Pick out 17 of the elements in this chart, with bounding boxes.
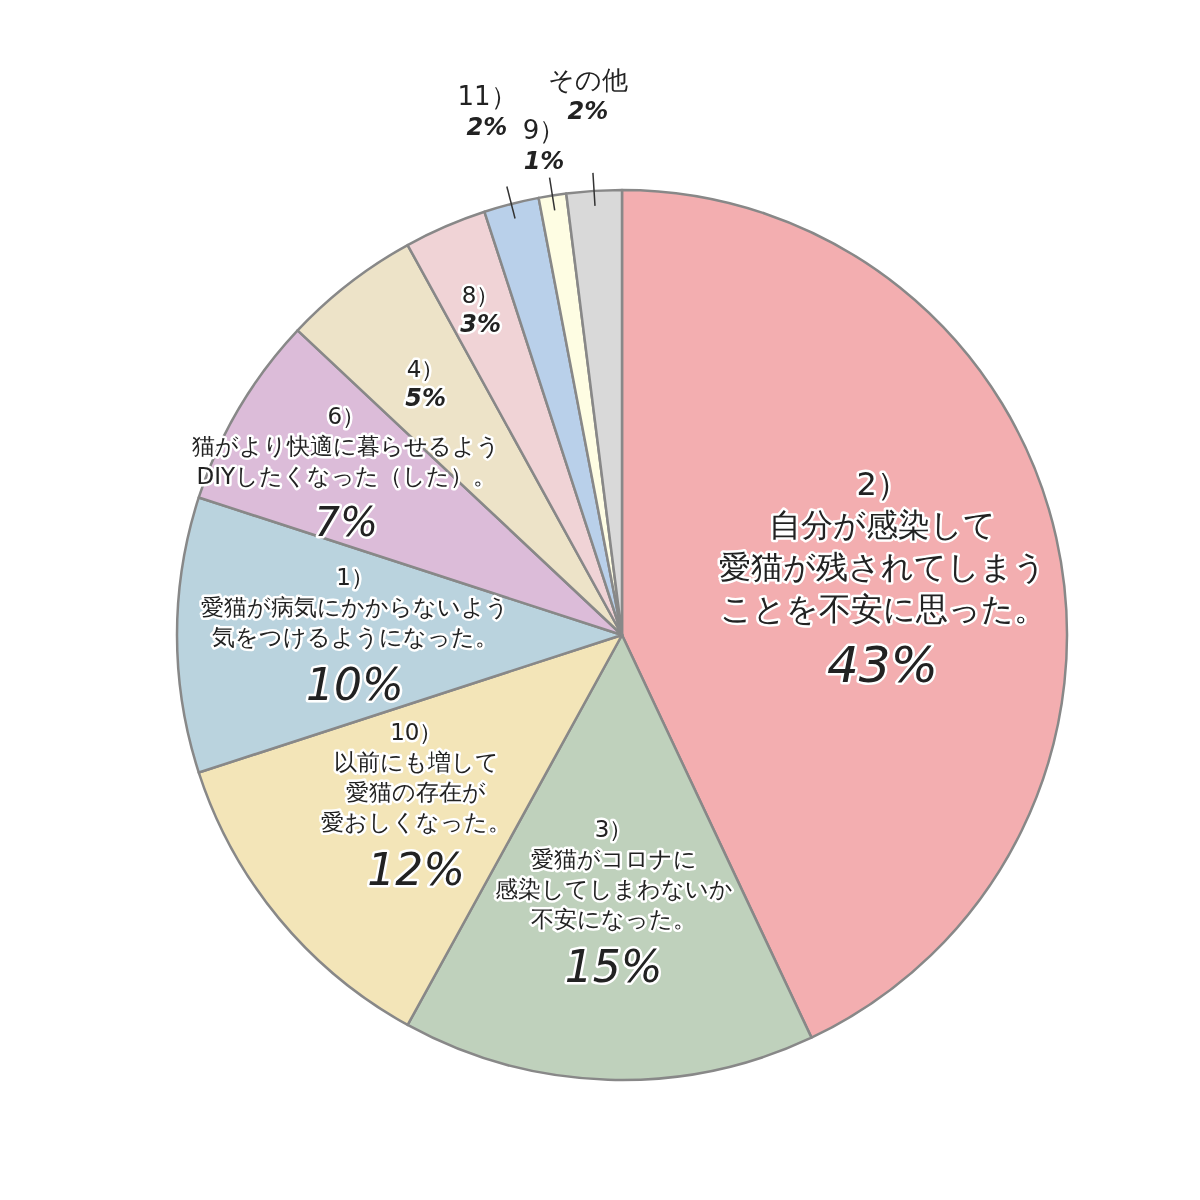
data-label: 2% [466, 113, 508, 142]
slice-label: 9） [522, 114, 566, 145]
slice-label: 10）以前にも増して愛猫の存在が愛おしくなった。 [321, 719, 512, 836]
slice-label: 8） [461, 282, 500, 309]
data-label: 10% [306, 659, 404, 711]
data-label: 2% [567, 97, 609, 126]
data-label: 43% [827, 635, 939, 694]
data-label: 15% [564, 940, 663, 992]
slice-label: その他 [547, 65, 628, 96]
data-label: 7% [314, 498, 378, 545]
slice-label: 4） [406, 355, 445, 382]
slice-label: 2）自分が感染して愛猫が残されてしまうことを不安に思った。 [719, 464, 1047, 628]
slice-label: 11） [457, 81, 517, 112]
data-label: 12% [367, 844, 466, 896]
slice-label: 1）愛猫が病気にかからないよう気をつけるようになった。 [201, 564, 509, 650]
data-label: 1% [523, 146, 565, 175]
data-label: 3% [460, 310, 501, 339]
